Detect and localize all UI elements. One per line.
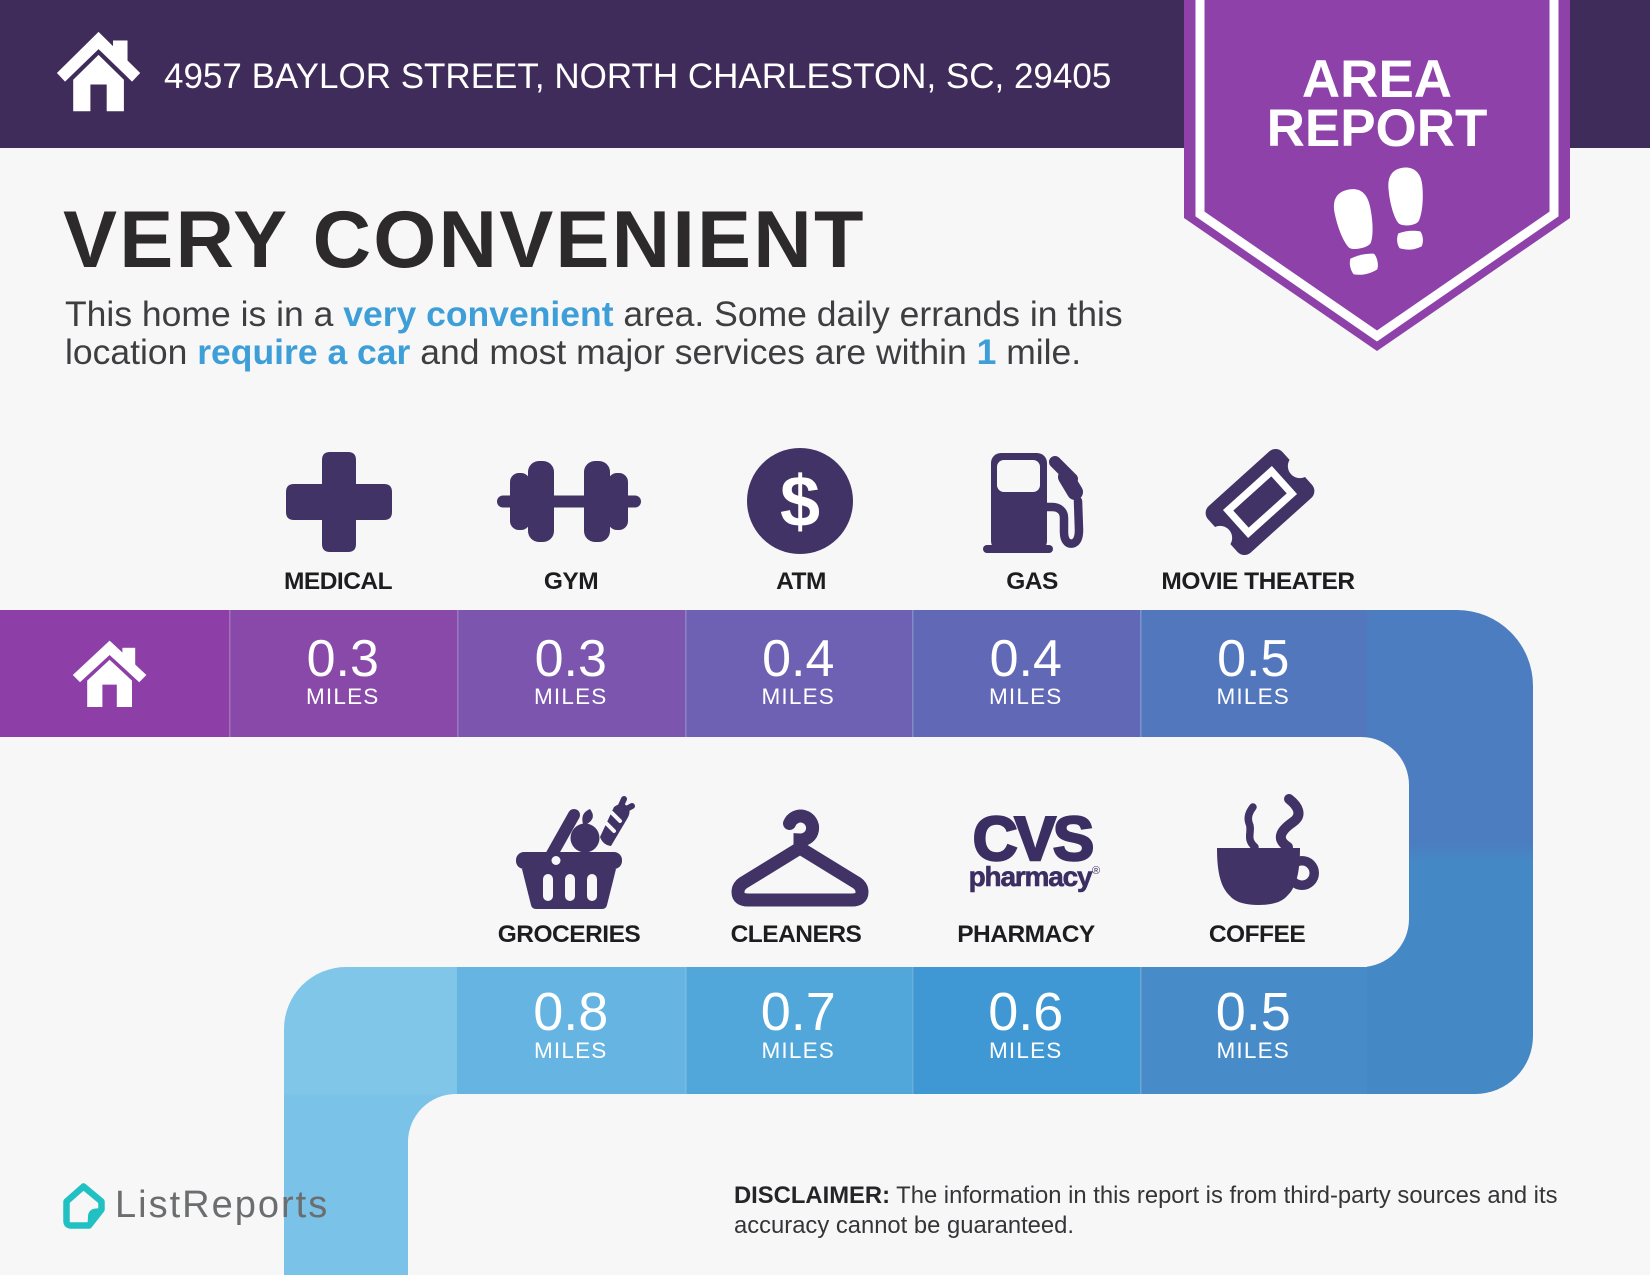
svg-text:pharmacy: pharmacy (969, 861, 1093, 892)
svg-text:®: ® (1092, 865, 1100, 877)
svg-text:CVS: CVS (973, 808, 1092, 874)
svg-text:AREA: AREA (1302, 50, 1452, 109)
svg-text:$: $ (780, 462, 820, 542)
svg-text:REPORT: REPORT (1267, 99, 1488, 158)
